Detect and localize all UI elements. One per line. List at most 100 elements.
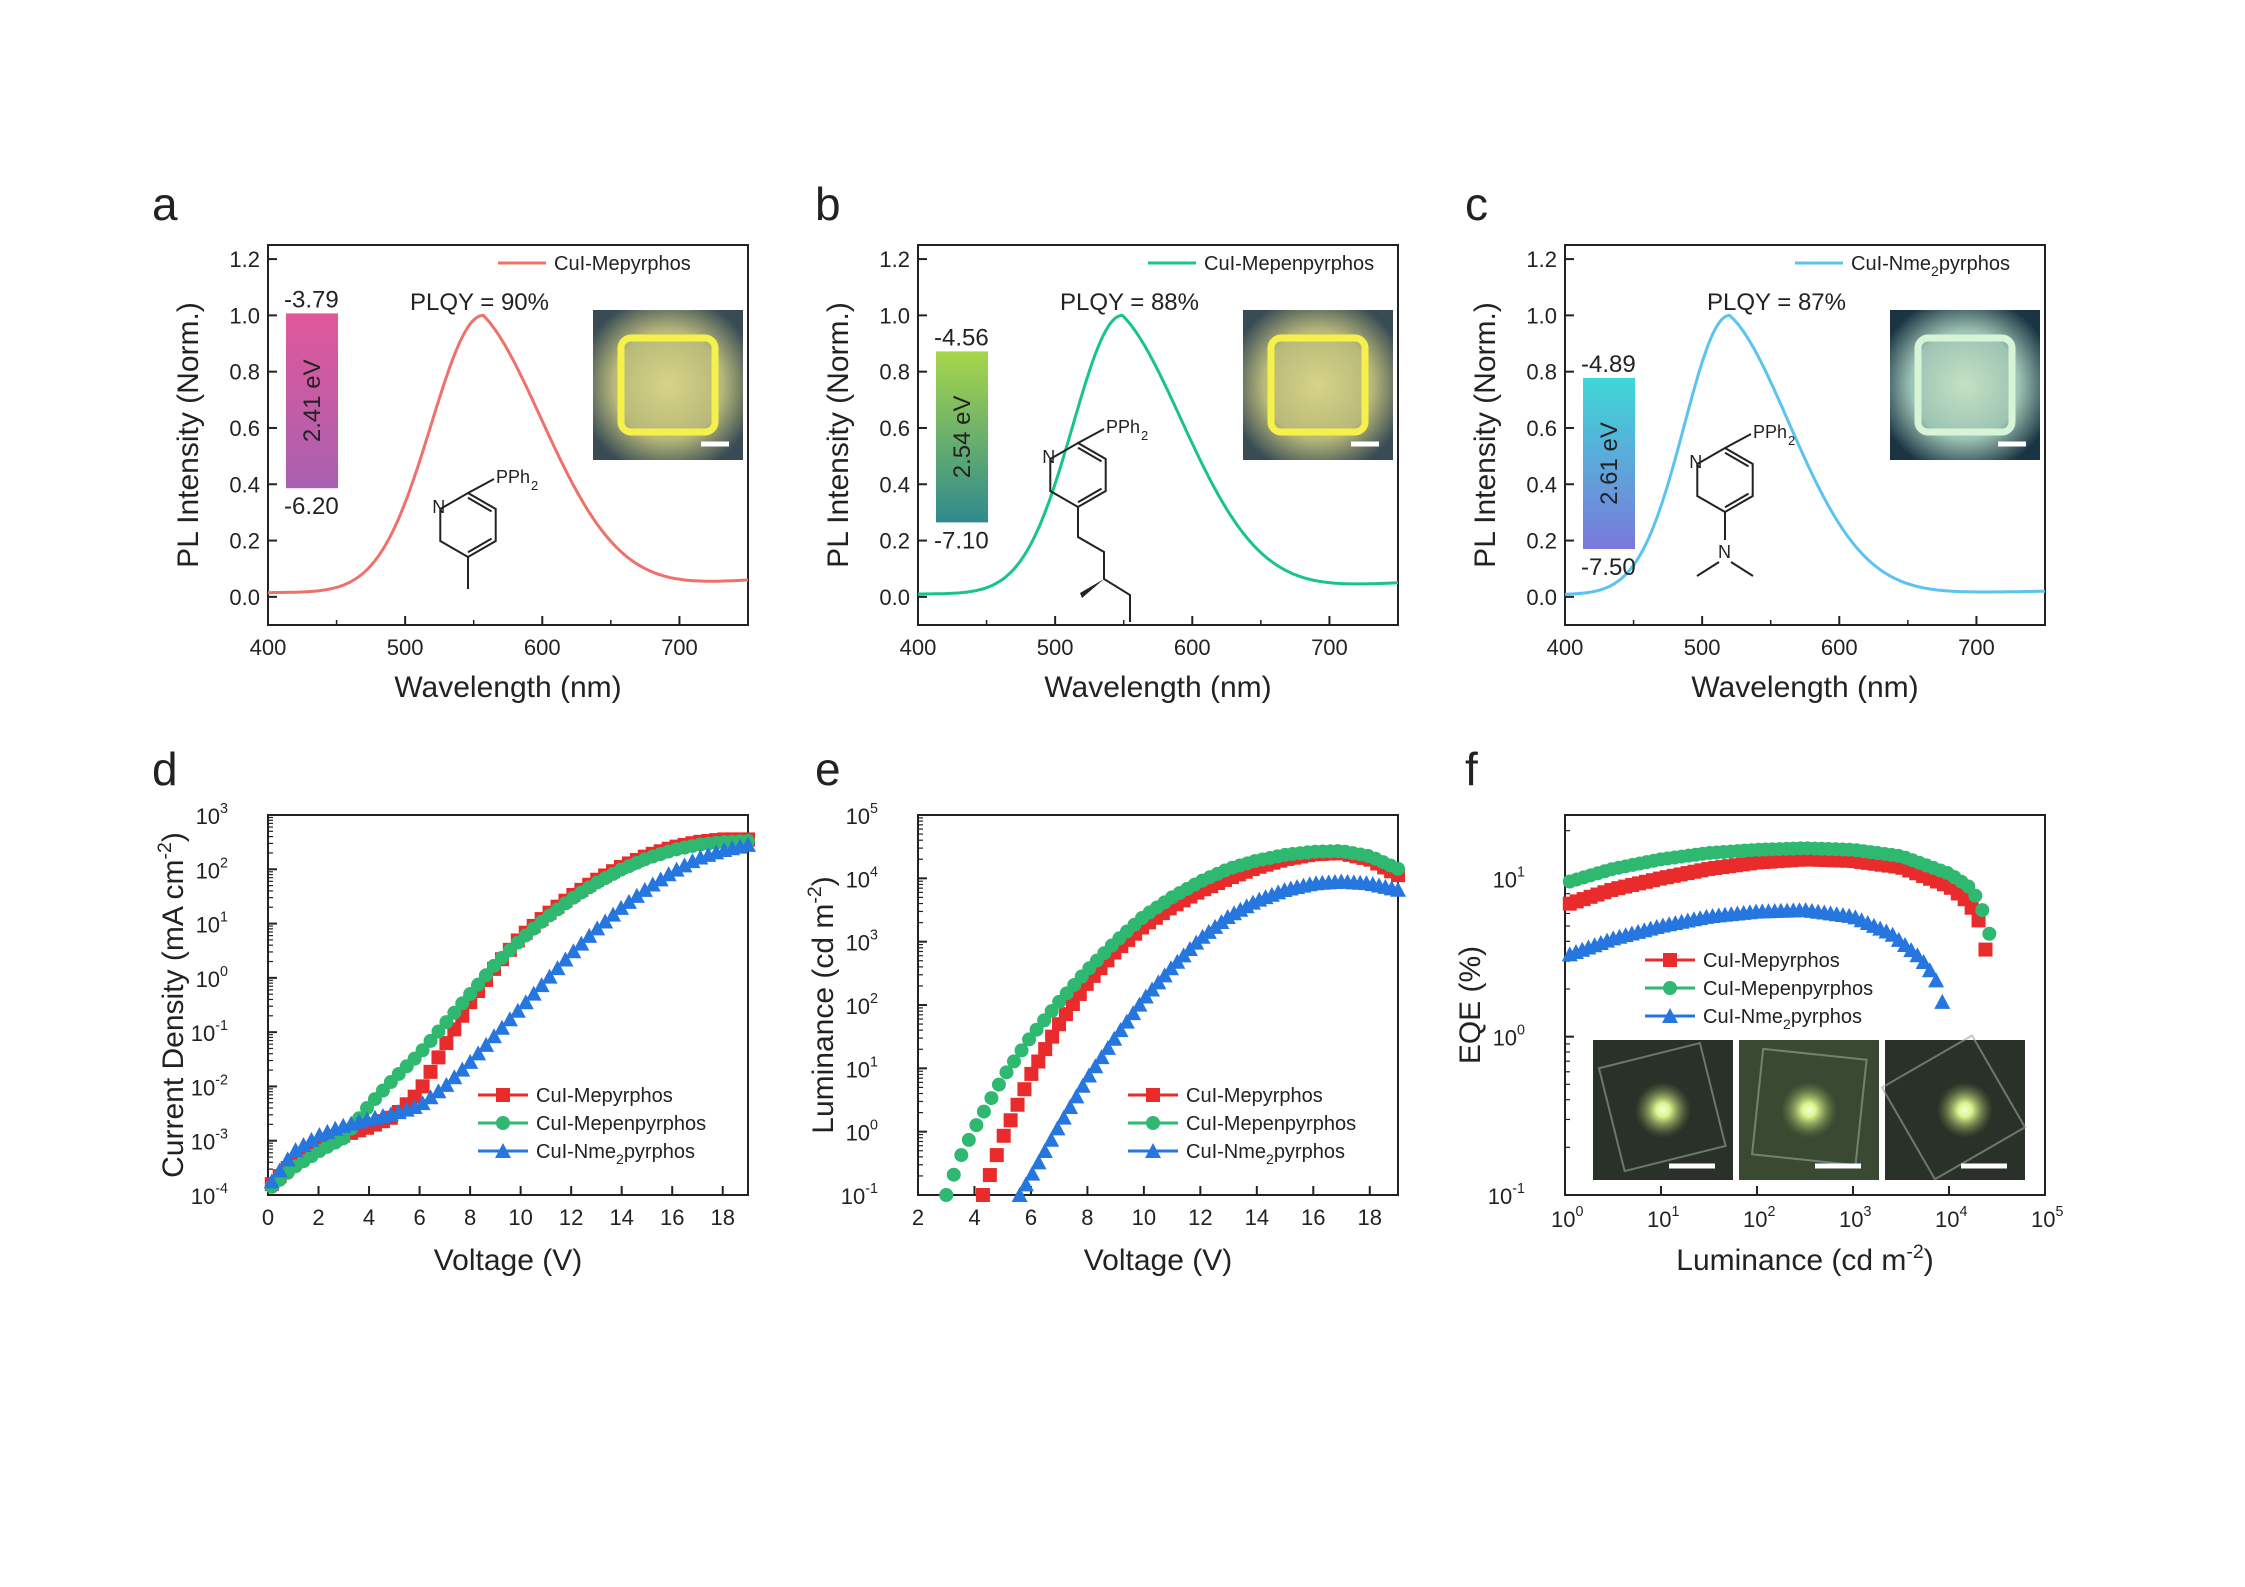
x-tick-label: 16 — [1301, 1205, 1325, 1230]
emission-spot — [1937, 1082, 1993, 1138]
marker-square — [1978, 942, 1993, 957]
y-tick-label: 101 — [196, 910, 228, 938]
marker-circle — [1968, 888, 1983, 903]
inset-photo — [1890, 310, 2040, 460]
x-tick-label: 700 — [661, 635, 698, 660]
marker-triangle — [581, 927, 598, 943]
x-tick-label: 0 — [262, 1205, 274, 1230]
x-tick-label: 18 — [1358, 1205, 1382, 1230]
y-tick-label: 1.2 — [1526, 247, 1557, 272]
marker-triangle — [668, 861, 685, 877]
marker-square — [1024, 1066, 1039, 1081]
marker-triangle — [676, 857, 693, 873]
marker-triangle — [1915, 954, 1932, 970]
marker-circle — [954, 1148, 969, 1163]
pph2-label: PPh — [1753, 422, 1787, 442]
marker-triangle — [454, 1061, 471, 1077]
legend-label: CuI-Mepyrphos — [554, 253, 691, 275]
marker-circle — [1014, 1043, 1029, 1058]
y-tick-label: 10-1 — [191, 1018, 228, 1046]
y-tick-label: 103 — [196, 801, 228, 829]
emission-spot — [1781, 1082, 1837, 1138]
plot-frame — [917, 814, 1399, 1196]
gap-label: 2.61 eV — [1596, 422, 1623, 505]
marker-square — [431, 1050, 446, 1065]
marker-triangle — [406, 1099, 423, 1115]
marker-triangle — [493, 1019, 510, 1035]
marker-triangle — [1106, 1030, 1123, 1046]
marker-circle — [939, 1188, 954, 1202]
amine-n-label: N — [1718, 542, 1731, 562]
panel-b: b 400 500 600 700 0.0 0.2 0.4 0.6 0.8 1.0 1.2 Wavele… — [815, 178, 1399, 704]
marker-triangle — [644, 876, 661, 892]
x-tick-label: 100 — [1551, 1204, 1583, 1232]
pyridine-ring — [439, 491, 497, 559]
legend-label: CuI-Nme2pyrphos — [1703, 1006, 1862, 1032]
marker-triangle — [589, 920, 606, 936]
plqy-label: PLQY = 90% — [410, 289, 549, 316]
plot-frame — [267, 244, 749, 626]
y-tick-label: 10-1 — [1488, 1181, 1525, 1209]
pph2-subscript: 2 — [1141, 428, 1148, 443]
marker-circle — [1037, 1013, 1052, 1028]
energy-gap-bar — [1583, 378, 1635, 549]
y-axis-title: Current Density (mA cm-2) — [154, 832, 190, 1178]
marker-triangle — [303, 1131, 320, 1147]
y-tick-label: 1.0 — [879, 303, 910, 328]
x-tick-label: 400 — [250, 635, 287, 660]
device-photo — [1593, 1040, 1733, 1180]
homo-label: -6.20 — [284, 493, 339, 520]
marker-circle — [969, 1118, 984, 1133]
y-axis-title: Luminance (cd m-2) — [804, 876, 840, 1133]
emitting-film — [1267, 334, 1369, 436]
plot-frame — [1564, 814, 2046, 1196]
y-tick-label: 103 — [846, 928, 878, 956]
plqy-label: PLQY = 88% — [1060, 289, 1199, 316]
x-tick-label: 101 — [1647, 1204, 1679, 1232]
legend-label: CuI-Mepenpyrphos — [1204, 253, 1374, 275]
y-axis-title: PL Intensity (Norm.) — [1469, 302, 1502, 568]
emitting-film — [617, 334, 719, 436]
x-tick-label: 700 — [1311, 635, 1348, 660]
x-tick-label: 500 — [1684, 635, 1721, 660]
x-axis-title: Luminance (cd m-2) — [1676, 1241, 1933, 1277]
marker-triangle — [1074, 1077, 1091, 1093]
x-tick-label: 10 — [508, 1205, 532, 1230]
y-tick-label: 105 — [846, 801, 878, 829]
inset-photo — [1243, 310, 1393, 460]
y-tick-label: 0.8 — [1526, 360, 1557, 385]
y-tick-label: 102 — [196, 855, 228, 883]
y-tick-label: 0.0 — [229, 585, 260, 610]
legend-label: CuI-Nme2pyrphos — [1186, 1141, 1345, 1167]
marker-circle — [999, 1065, 1014, 1080]
legend-label: CuI-Mepenpyrphos — [1186, 1113, 1356, 1135]
marker-circle — [1975, 903, 1990, 918]
marker-triangle — [1024, 1165, 1041, 1181]
marker-triangle — [1049, 1120, 1066, 1136]
y-tick-label: 101 — [846, 1054, 878, 1082]
emission-spot — [1635, 1082, 1691, 1138]
marker-triangle — [541, 968, 558, 984]
x-axis-title: Voltage (V) — [434, 1244, 582, 1277]
x-tick-label: 102 — [1743, 1204, 1775, 1232]
marker-triangle — [414, 1095, 431, 1111]
marker-triangle — [1118, 1013, 1135, 1029]
pph2-label: PPh — [1106, 417, 1140, 437]
marker-square — [1003, 1113, 1018, 1128]
double-bond — [467, 537, 493, 554]
marker-square — [989, 1148, 1004, 1163]
marker-triangle — [525, 985, 542, 1001]
marker-triangle — [501, 1011, 518, 1027]
x-tick-label: 16 — [660, 1205, 684, 1230]
marker-triangle — [509, 1002, 526, 1018]
marker-triangle — [1662, 1008, 1678, 1023]
y-tick-label: 0.4 — [1526, 472, 1557, 497]
gap-label: 2.41 eV — [299, 359, 326, 442]
panel-c: c 400 500 600 700 0.0 0.2 0.4 0.6 0.8 1.0 1.2 Wavele… — [1465, 178, 2046, 704]
panel-letter: b — [815, 178, 841, 230]
marker-triangle — [1928, 972, 1945, 988]
pl-curve — [918, 313, 1398, 596]
marker-triangle — [549, 960, 566, 976]
x-tick-label: 18 — [710, 1205, 734, 1230]
double-bond — [1077, 446, 1103, 463]
